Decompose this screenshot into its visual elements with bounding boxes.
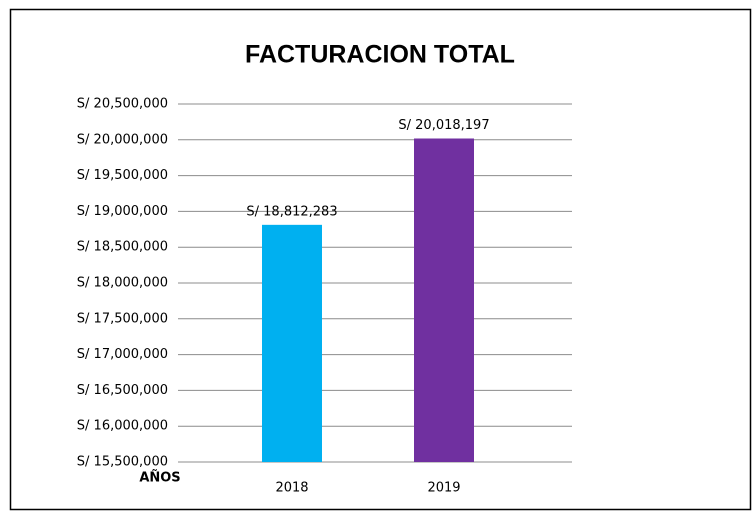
bar — [262, 224, 322, 462]
y-tick-label: S/ 18,000,000 — [77, 276, 168, 291]
y-tick-label: S/ 20,000,000 — [77, 132, 168, 147]
y-tick-label: S/ 16,500,000 — [77, 383, 168, 398]
chart-border — [9, 8, 752, 511]
y-tick-label: S/ 17,000,000 — [77, 347, 168, 362]
y-tick-label: S/ 19,500,000 — [77, 168, 168, 183]
y-tick-label: S/ 15,500,000 — [77, 455, 168, 470]
value-label: S/ 18,812,283 — [246, 204, 337, 219]
value-label: S/ 20,018,197 — [398, 118, 489, 133]
y-tick-label: S/ 16,000,000 — [77, 419, 168, 434]
x-tick-label: 2018 — [275, 481, 308, 496]
y-tick-label: S/ 18,500,000 — [77, 240, 168, 255]
y-tick-label: S/ 20,500,000 — [77, 97, 168, 112]
x-axis-label: AÑOS — [139, 470, 180, 486]
x-tick-label: 2019 — [427, 481, 460, 496]
bar — [414, 138, 474, 462]
chart-title: FACTURACION TOTAL — [245, 41, 515, 69]
y-tick-label: S/ 17,500,000 — [77, 311, 168, 326]
y-tick-label: S/ 19,000,000 — [77, 204, 168, 219]
